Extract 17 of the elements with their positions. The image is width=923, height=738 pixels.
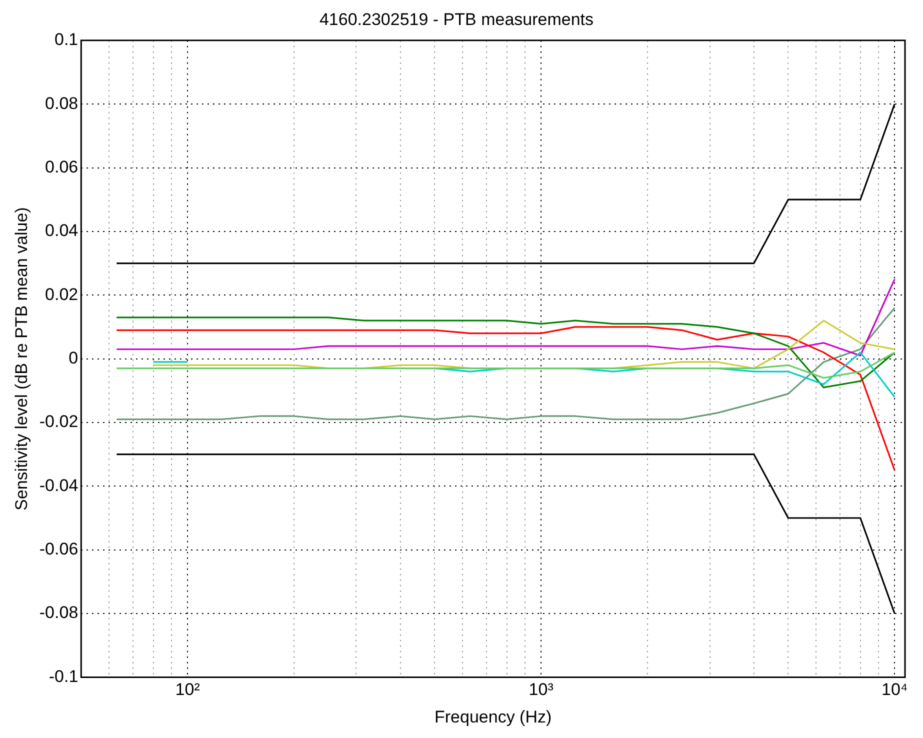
y-tick-label: -0.1 <box>48 666 78 686</box>
x-tick-label: 10³ <box>528 680 554 700</box>
x-axis-title: Frequency (Hz) <box>434 707 552 726</box>
y-tick-label: -0.06 <box>39 540 78 559</box>
y-tick-label: -0.04 <box>39 476 78 495</box>
y-axis-title: Sensitivity level (dB re PTB mean value) <box>12 207 31 510</box>
y-tick-label: 0.08 <box>45 94 78 113</box>
chart-title: 4160.2302519 - PTB measurements <box>319 10 594 29</box>
x-tick-label: 10² <box>175 680 200 700</box>
y-tick-label: 0.04 <box>45 221 78 240</box>
y-tick-label: 0.1 <box>54 30 78 50</box>
y-tick-label: -0.02 <box>39 412 78 432</box>
x-tick-label: 10⁴ <box>882 680 908 700</box>
y-tick-label: -0.08 <box>39 603 78 622</box>
y-tick-label: 0.02 <box>45 284 78 304</box>
y-tick-label: 0.06 <box>45 157 78 176</box>
y-tick-label: 0 <box>68 348 78 368</box>
